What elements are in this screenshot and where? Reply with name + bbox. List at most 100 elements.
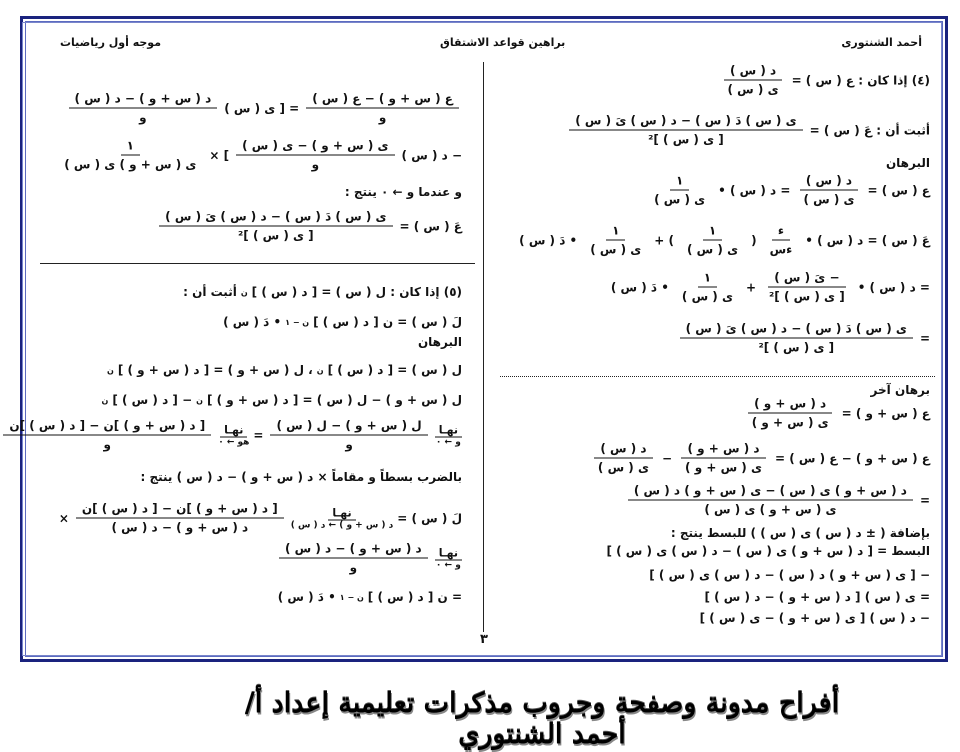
header-title: براهين قواعد الاشتقاق: [440, 36, 566, 49]
math-text: = د ( س ) •: [718, 183, 791, 197]
limit-label: نهـا: [434, 423, 462, 437]
numerator: ١: [669, 174, 690, 191]
denominator: ى ( س ): [727, 82, 779, 97]
fraction: د ( س + و ) − د ( س ) و: [278, 542, 428, 575]
numerator: د ( س ): [799, 174, 859, 191]
right-line: ع ( س + و ) = د ( س + و ) ى ( س + و ): [743, 397, 930, 430]
left-line: ع ( س + و ) − ع ( س ) و = [ ى ( س ) د ( س +…: [66, 92, 462, 125]
right-line: ع ( س ) = د ( س ) ى ( س ) = د ( س ) • ١ ى ( س…: [645, 174, 930, 207]
right-line: البرهان: [886, 156, 930, 170]
numerator: د ( س + و ) ى ( س ) − ى ( س + و ) د ( س …: [627, 484, 913, 501]
limit: نهـا و ← ٠: [434, 546, 462, 570]
numerator: ى ( س ) دَ ( س ) − د ( س ) ىَ ( س ): [159, 210, 393, 227]
limit-subscript: و ← ٠: [435, 437, 461, 447]
right-line: (٤) إذا كان : ع ( س ) = د ( س ) ى ( س ): [719, 64, 930, 97]
limit: نهـا هو ← ٠: [218, 423, 249, 447]
math-text: (٥) إذا كان : ل ( س ) = [ د ( س ) ]: [251, 285, 462, 299]
fraction: د ( س + و ) ى ( س ) − ى ( س + و ) د ( س …: [627, 484, 913, 517]
right-line: = د ( س ) • − ىَ ( س )[ ى ( س ) ]² +١ ى ( س…: [611, 271, 930, 304]
fraction: ى ( س + و ) − ى ( س ) و: [236, 139, 395, 172]
math-text: =: [919, 331, 930, 345]
math-text: • دَ ( س ): [519, 233, 578, 247]
math-text: برهان آخر: [870, 383, 930, 397]
math-text: ع ( س ) =: [867, 183, 931, 197]
denominator: ى ( س ): [654, 192, 706, 207]
exponent: ن: [196, 395, 203, 405]
denominator: ى ( س ): [803, 192, 855, 207]
denominator: د ( س + و ) − د ( س ): [111, 520, 249, 535]
right-line: بإضافة ( ± د ( س ) ى ( س ) ) للبسط ينتج …: [671, 526, 930, 540]
math-text: ] ×: [209, 148, 230, 162]
numerator: د ( س ): [723, 64, 783, 81]
fraction: د ( س ) ى ( س ): [722, 64, 785, 97]
exponent: ن: [107, 365, 114, 375]
math-text: =: [919, 493, 930, 507]
dotted-divider: [500, 376, 935, 377]
fraction: ع ( س + و ) − ع ( س ) و: [306, 92, 459, 125]
math-text: − [ ى ( س + و ) د ( س ) − د ( س ) ى ( س …: [649, 568, 930, 582]
limit-label: نهـا: [434, 546, 462, 560]
denominator: و: [349, 560, 358, 575]
math-text: ع ( س + و ) − ع ( س ) =: [774, 451, 930, 465]
limit-subscript: د ( س + و ) ← د ( س ): [290, 520, 394, 530]
math-text: − [ د ( س ) ]: [112, 393, 193, 407]
header-role: موجه أول رياضيات: [60, 36, 162, 49]
denominator: ى ( س + و ): [751, 415, 829, 430]
right-line: − د ( س ) [ ى ( س + و ) − ى ( س ) ]: [700, 611, 930, 625]
right-line: = ى ( س ) [ د ( س + و ) − د ( س ) ]: [704, 590, 930, 604]
exponent: ن: [101, 395, 109, 405]
math-text: البرهان: [417, 335, 462, 349]
left-line: البرهان: [418, 335, 462, 349]
math-text: = ن [ د ( س ) ]: [367, 590, 462, 604]
math-text: • دَ ( س ): [277, 590, 336, 604]
fraction: د ( س ) ى ( س ): [797, 174, 860, 207]
math-text: ل ( س ) = [ د ( س ) ]: [327, 363, 462, 377]
exponent: ن − ١: [285, 317, 310, 327]
math-text: عَ ( س ) = د ( س ) •: [805, 233, 930, 247]
math-text: (: [751, 233, 757, 247]
math-text: ×: [58, 511, 69, 525]
left-line: لَ ( س ) = نهـا د ( س + و ) ← د ( س )[ د (…: [59, 502, 462, 535]
math-text: = د ( س ) •: [857, 280, 930, 294]
left-line: ل ( س ) = [ د ( س ) ] ن ، ل ( س + و ) = […: [107, 363, 462, 377]
numerator: د ( س ): [594, 442, 653, 459]
column-divider: [483, 62, 484, 632]
numerator: ى ( س ) دَ ( س ) − د ( س ) ىَ ( س ): [679, 322, 913, 339]
limit-subscript: هو ← ٠: [218, 437, 250, 447]
header-author: أحمد الشنتورى: [841, 36, 922, 49]
math-text: أثبت أن :: [183, 285, 237, 299]
exponent: ن: [240, 287, 248, 297]
left-line: ل ( س + و ) − ل ( س ) = [ د ( س + و ) ] ن…: [102, 393, 462, 407]
math-text: أثبت أن : عَ ( س ) =: [809, 123, 930, 137]
right-line: عَ ( س ) = د ( س ) • ء ءس(١ ى ( س )) +١ ى ( …: [519, 224, 930, 257]
left-line: (٥) إذا كان : ل ( س ) = [ د ( س ) ] ن أثب…: [183, 285, 462, 299]
fraction: ى ( س ) دَ ( س ) − د ( س ) ىَ ( س )[ ى (…: [159, 210, 393, 243]
limit-label: نهـا: [220, 423, 248, 437]
denominator: ءس: [769, 242, 793, 257]
left-line: − د ( س ) ى ( س + و ) − ى ( س ) و] × ١ ى ( س…: [55, 139, 462, 172]
math-text: ل ( س + و ) − ل ( س ) = [ د ( س + و ) ]: [206, 393, 462, 407]
right-line: − [ ى ( س + و ) د ( س ) − د ( س ) ى ( س …: [649, 568, 930, 582]
left-line: لَ ( س ) = ن [ د ( س ) ] ن − ١ • دَ ( س ): [223, 315, 462, 329]
fraction: د ( س + و ) ى ( س + و ): [746, 397, 835, 430]
denominator: ى ( س + و ): [685, 460, 762, 475]
numerator: د ( س + و ) − د ( س ): [68, 92, 218, 109]
math-text: البسط = [ د ( س + و ) ى ( س ) − د ( س ) …: [606, 544, 930, 558]
math-text: ع ( س + و ) =: [841, 406, 930, 420]
math-text: ، ل ( س + و ) = [ د ( س + و ) ]: [117, 363, 313, 377]
denominator: و: [345, 437, 353, 452]
left-line: عَ ( س ) = ى ( س ) دَ ( س ) − د ( س ) ىَ …: [156, 210, 462, 243]
numerator: د ( س + و ): [681, 442, 766, 459]
section-divider: [40, 263, 475, 264]
limit-subscript: و ← ٠: [435, 560, 461, 570]
math-text: = [ ى ( س ): [224, 101, 300, 115]
right-line: ع ( س + و ) − ع ( س ) = د ( س + و ) ى ( س …: [589, 442, 930, 475]
numerator: د ( س + و ): [748, 397, 833, 414]
page-border: [20, 16, 948, 662]
numerator: ١: [606, 224, 626, 241]
